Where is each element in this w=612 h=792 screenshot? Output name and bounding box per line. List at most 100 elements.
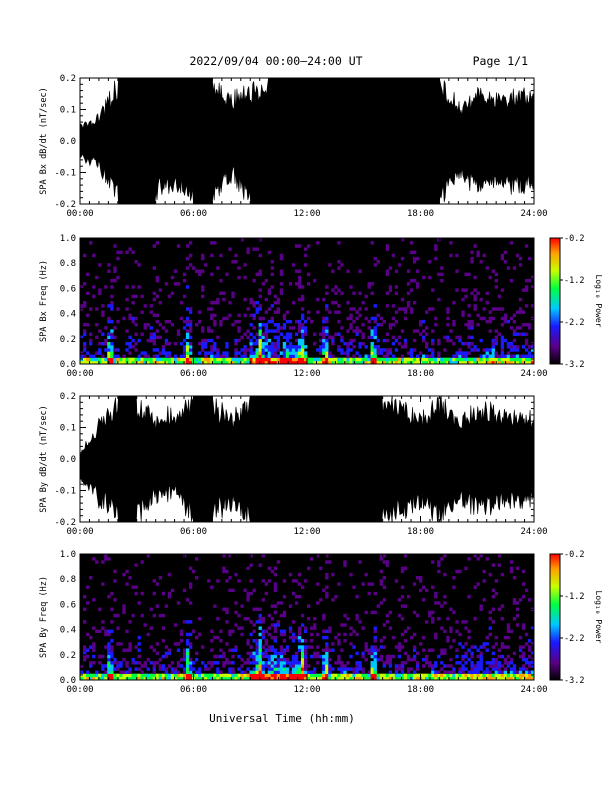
spectrogram-cell (385, 348, 390, 352)
spectrogram-cell (400, 585, 405, 589)
spectrogram-cell (530, 360, 535, 365)
spectrogram-cell (307, 676, 311, 681)
spectrogram-cell (258, 642, 262, 646)
spectrogram-cell (134, 676, 138, 681)
spectrogram-cell (376, 351, 380, 355)
spectrogram-cell (385, 654, 390, 659)
spectrogram-cell (431, 341, 435, 346)
spectrogram-cell (210, 272, 214, 277)
spectrogram-cell (276, 357, 281, 362)
spectrogram-cell (110, 676, 114, 681)
spectrogram-cell (101, 357, 105, 362)
spectrogram-cell (458, 351, 462, 355)
spectrogram-cell (152, 648, 156, 652)
spectrogram-cell (527, 654, 532, 659)
spectrogram-cell (349, 323, 353, 327)
spectrogram-cell (137, 360, 141, 365)
spectrogram-cell (376, 673, 380, 678)
spectrogram-cell (213, 360, 217, 365)
spectrogram-cell (488, 673, 492, 678)
spectrogram-cell (258, 651, 262, 656)
spectrogram-cell (92, 645, 96, 649)
spectrogram-cell (303, 247, 308, 251)
spectrogram-cell (258, 323, 262, 327)
spectrogram-cell (397, 667, 402, 671)
spectrogram-cell (219, 278, 223, 283)
spectrogram-cell (379, 582, 383, 586)
spectrogram-cell (488, 632, 492, 637)
spectrogram-cell (473, 345, 477, 349)
spectrogram-cell (319, 673, 323, 678)
spectrogram-cell (185, 348, 190, 352)
spectrogram-cell (213, 635, 217, 640)
spectrogram-cell (279, 670, 284, 674)
spectrogram-cell (524, 288, 529, 292)
spectrogram-cell (328, 673, 332, 678)
spectrogram-cell (110, 357, 114, 362)
spectrogram-cell (264, 278, 268, 283)
spectrogram-cell (294, 360, 299, 365)
spectrogram-cell (503, 670, 508, 674)
spectrogram-cell (276, 620, 281, 624)
spectrogram-cell (437, 338, 441, 343)
spectrogram-cell (179, 632, 184, 637)
spectrogram-cell (176, 673, 181, 678)
spectrogram-cell (201, 288, 205, 292)
spectrogram-cell (140, 664, 144, 668)
spectrogram-cell (458, 676, 462, 681)
spectrogram-cell (346, 673, 350, 678)
spectrogram-cell (415, 354, 420, 358)
spectrogram-cell (237, 313, 241, 318)
y-tick-label: 0.0 (60, 360, 76, 370)
spectrogram-cell (367, 285, 371, 289)
spectrogram-cell (455, 629, 459, 634)
spectrogram-cell (406, 626, 411, 630)
spectrogram-cell (385, 673, 390, 678)
spectrogram-cell (243, 673, 247, 678)
spectrogram-cell (515, 253, 520, 258)
spectrogram-cell (294, 654, 299, 659)
spectrogram-cell (213, 654, 217, 659)
spectrogram-cell (282, 657, 287, 662)
spectrogram-cell (231, 357, 235, 362)
spectrogram-cell (222, 566, 226, 571)
spectrogram-cell (161, 676, 166, 681)
spectrogram-cell (288, 572, 293, 577)
spectrogram-cell (379, 645, 383, 649)
spectrogram-cell (470, 326, 474, 330)
spectrogram-cell (385, 620, 390, 624)
spectrogram-cell (307, 360, 311, 365)
spectrogram-cell (521, 626, 526, 630)
spectrogram-cell (443, 572, 447, 577)
spectrogram-cell (110, 645, 114, 649)
spectrogram-cell (125, 250, 129, 255)
spectrogram-cell (216, 335, 220, 340)
spectrogram-cell (328, 670, 332, 674)
spectrogram-cell (415, 664, 420, 668)
spectrogram-cell (279, 613, 284, 618)
spectrogram-cell (515, 360, 520, 365)
spectrogram-cell (334, 332, 338, 336)
spectrogram-cell (285, 648, 290, 652)
spectrogram-cell (415, 256, 420, 261)
spectrogram-cell (279, 673, 284, 678)
spectrogram-cell (518, 297, 523, 302)
spectrogram-cell (101, 310, 105, 314)
spectrogram-cell (476, 557, 480, 561)
spectrogram-cell (279, 291, 284, 295)
spectrogram-cell (443, 673, 447, 678)
spectrogram-cell (470, 319, 474, 324)
spectrogram-cell (385, 304, 390, 308)
spectrogram-cell (173, 670, 178, 674)
spectrogram-cell (325, 648, 329, 652)
spectrogram-cell (406, 676, 411, 681)
spectrogram-cell (440, 278, 444, 283)
spectrogram-cell (343, 560, 347, 564)
spectrogram-cell (515, 345, 520, 349)
spectrogram-cell (204, 338, 208, 343)
spectrogram-cell (264, 629, 268, 634)
spectrogram-cell (337, 304, 341, 308)
spectrogram-cell (364, 316, 368, 321)
spectrogram-cell (382, 560, 386, 564)
spectrogram-cell (291, 654, 296, 659)
